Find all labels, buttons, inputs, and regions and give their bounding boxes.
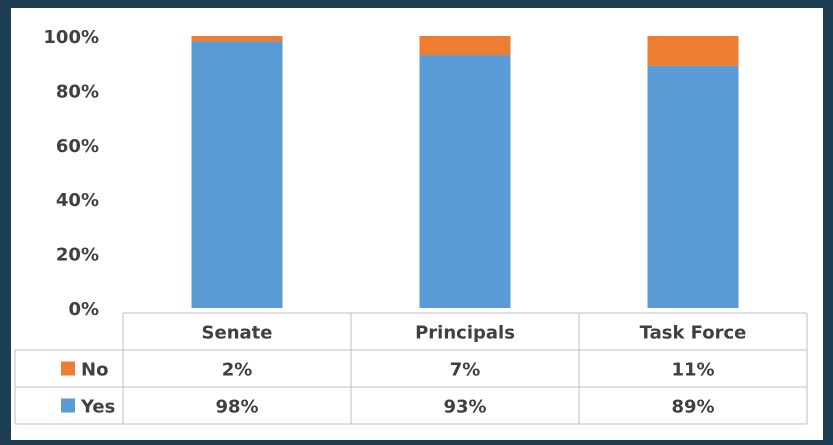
- legend-label-no: No: [81, 360, 108, 381]
- bar-no-principals: [420, 36, 511, 55]
- data-label: 7%: [450, 360, 481, 381]
- data-label: 89%: [671, 397, 714, 418]
- y-tick-label: 40%: [56, 190, 99, 211]
- y-tick-label: 60%: [56, 136, 99, 157]
- bar-layer: [192, 36, 739, 308]
- y-tick-label: 80%: [56, 81, 99, 102]
- data-label: 2%: [222, 360, 253, 381]
- legend-swatch-yes: [61, 399, 75, 413]
- y-tick-label: 0%: [68, 299, 99, 320]
- legend-swatch-no: [61, 362, 75, 376]
- chart-panel: 0% 20% 40% 60% 80% 100% Senate Principals Task …: [11, 8, 823, 440]
- stacked-bar-chart: 0% 20% 40% 60% 80% 100% Senate Principals Task …: [11, 8, 823, 440]
- bar-no-senate: [192, 36, 283, 41]
- data-label: 98%: [215, 397, 258, 418]
- y-tick-label: 20%: [56, 245, 99, 266]
- bar-yes-task-force: [648, 66, 739, 308]
- bar-yes-principals: [420, 55, 511, 308]
- bar-no-task-force: [648, 36, 739, 66]
- bar-yes-senate: [192, 41, 283, 308]
- data-label: 11%: [671, 360, 714, 381]
- legend-label-yes: Yes: [80, 397, 115, 418]
- x-category-label: Senate: [202, 323, 273, 344]
- data-table: Senate Principals Task Force No 2% 7% 11% Yes 98…: [15, 313, 807, 424]
- y-axis: 0% 20% 40% 60% 80% 100%: [43, 27, 99, 320]
- y-tick-label: 100%: [43, 27, 99, 48]
- x-category-label: Principals: [415, 323, 515, 344]
- data-label: 93%: [443, 397, 486, 418]
- x-category-label: Task Force: [640, 323, 747, 344]
